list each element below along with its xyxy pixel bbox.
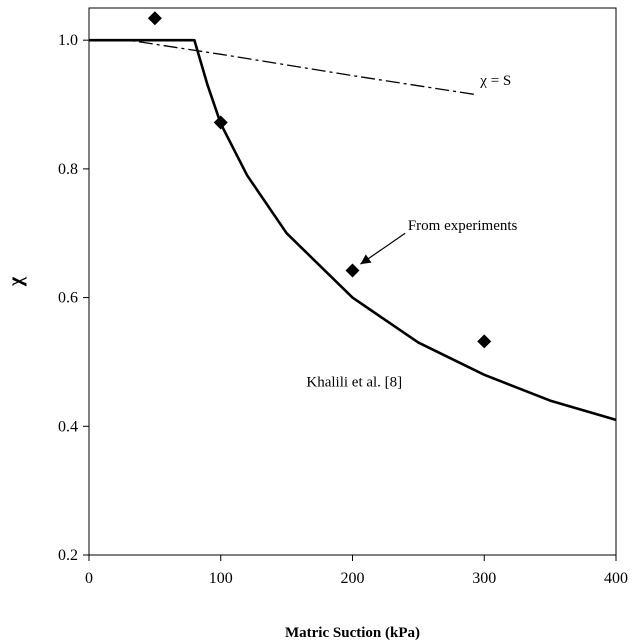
annotation-from-experiments: From experiments: [408, 218, 518, 234]
y-tick-label: 0.4: [58, 418, 78, 435]
axes: 0 100 200 300 400 0.2 0.4 0.6 0.8 1.0: [58, 7, 628, 587]
x-tick-label: 200: [341, 570, 365, 587]
data-point-diamond: [213, 115, 228, 130]
y-tick-label: 0.2: [58, 547, 78, 564]
plot-markers: [147, 11, 492, 349]
annotations: χ = S From experiments Khalili et al. [8]: [306, 73, 517, 390]
plot-frame: [88, 7, 617, 556]
khalili-curve: [89, 38, 617, 422]
x-tick-label: 100: [209, 570, 233, 587]
chi-eq-s-line: [89, 39, 478, 96]
x-axis-title: Matric Suction (kPa): [285, 625, 420, 641]
data-point-diamond: [477, 334, 492, 349]
annotation-khalili: Khalili et al. [8]: [306, 374, 402, 390]
annotation-arrow-head: [360, 254, 372, 265]
y-tick-label: 0.8: [58, 161, 78, 178]
x-tick-label: 0: [85, 570, 93, 587]
y-axis-title: χ: [5, 276, 27, 287]
y-tick-label: 1.0: [58, 32, 78, 49]
x-tick-label: 400: [604, 570, 628, 587]
data-point-diamond: [345, 263, 360, 278]
annotation-chi-eq-s: χ = S: [479, 73, 511, 89]
x-tick-label: 300: [472, 570, 496, 587]
data-point-diamond: [147, 11, 162, 26]
y-tick-label: 0.6: [58, 290, 78, 307]
plot-lines: [89, 38, 617, 422]
